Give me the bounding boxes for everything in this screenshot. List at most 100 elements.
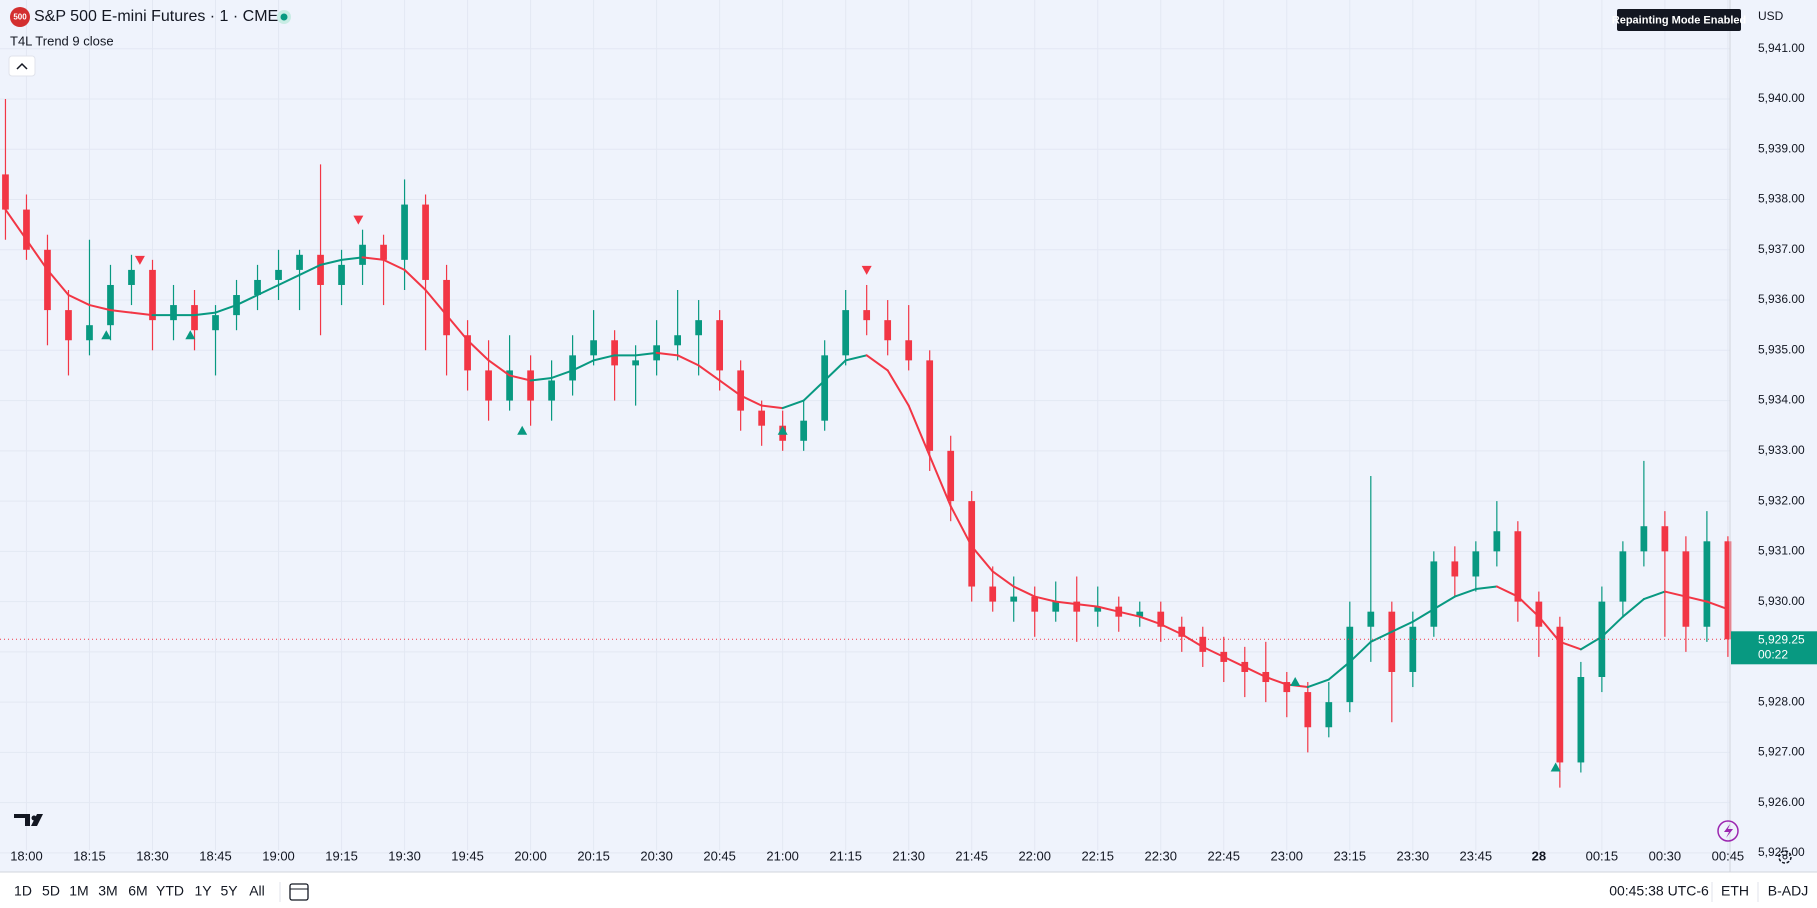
indicator-label[interactable]: T4L Trend 9 close: [10, 33, 114, 48]
y-tick-label: 5,935.00: [1758, 342, 1805, 356]
candle-body: [317, 254, 324, 285]
candle-body: [485, 370, 492, 401]
date-range-button[interactable]: [289, 883, 309, 901]
y-tick-label: 5,928.00: [1758, 694, 1805, 708]
candle-body: [674, 335, 681, 346]
candle-body: [506, 370, 513, 401]
candle-body: [590, 340, 597, 356]
trend-line: [1369, 630, 1393, 643]
candle-body: [863, 310, 871, 321]
trend-line: [1600, 615, 1624, 638]
trend-line: [403, 268, 427, 291]
candle-body: [1682, 551, 1690, 627]
trend-line: [802, 379, 826, 402]
candle-body: [1388, 611, 1396, 672]
candle-body: [947, 450, 955, 502]
trend-line: [235, 294, 259, 307]
range-button[interactable]: 1D: [14, 883, 32, 899]
y-tick-label: 5,932.00: [1758, 493, 1805, 507]
range-button[interactable]: 5D: [42, 883, 60, 899]
candle-body: [842, 310, 850, 356]
clock[interactable]: 00:45:38 UTC-6: [1609, 883, 1709, 899]
grid: [0, 0, 1730, 854]
trend-line: [466, 339, 490, 362]
range-button[interactable]: 1M: [69, 883, 88, 899]
trend-line: [340, 256, 364, 261]
trend-line: [361, 256, 385, 261]
candle-body: [359, 244, 366, 265]
settings-button[interactable]: [1778, 850, 1792, 864]
x-tick-label: 18:45: [199, 848, 232, 863]
range-button[interactable]: All: [249, 883, 265, 899]
trend-line: [109, 309, 133, 314]
trend-line: [1558, 640, 1582, 651]
x-tick-label: 20:15: [577, 848, 610, 863]
candle-body: [149, 269, 156, 321]
trend-line: [1684, 595, 1708, 603]
range-button[interactable]: 5Y: [220, 883, 238, 899]
trend-line: [1579, 635, 1603, 651]
x-tick-label: 00:30: [1649, 848, 1682, 863]
candle-body: [1199, 636, 1207, 652]
trend-line: [823, 359, 847, 382]
range-button[interactable]: YTD: [156, 883, 184, 899]
signal-marker: [134, 255, 145, 265]
chevron-icon: [16, 62, 28, 70]
trend-line: [1327, 660, 1351, 681]
trend-line: [193, 311, 217, 317]
x-tick-label: 18:00: [10, 848, 43, 863]
trend-line: [634, 351, 658, 357]
trend-line: [382, 258, 406, 271]
symbol-title[interactable]: S&P 500 E-mini Futures · 1 · CME: [34, 8, 278, 25]
trend-line: [1243, 665, 1267, 679]
trend-line: [88, 304, 112, 312]
candle-body: [632, 360, 639, 366]
session[interactable]: ETH: [1721, 883, 1749, 899]
signal-marker: [101, 330, 112, 340]
candle-body: [2, 174, 9, 210]
candle-body: [443, 279, 450, 336]
candle-body: [86, 325, 93, 341]
currency[interactable]: USD: [1758, 9, 1784, 23]
candle-body: [1178, 626, 1186, 637]
trend-line: [991, 570, 1015, 588]
y-tick-label: 5,936.00: [1758, 292, 1805, 306]
notice-text: Repainting Mode Enabled: [1612, 14, 1746, 26]
trend-line: [592, 354, 616, 362]
trend-line: [1642, 590, 1666, 601]
x-tick-label: 20:00: [514, 848, 547, 863]
collapse-button[interactable]: [8, 55, 36, 77]
y-tick-label: 5,940.00: [1758, 91, 1805, 105]
trend-line: [907, 404, 931, 457]
trend-line: [928, 454, 952, 508]
lightning-icon: [1724, 824, 1733, 838]
candle-body: [884, 320, 892, 341]
candle-body: [1430, 561, 1438, 627]
range-buttons: 1D 5D 1M 3M 6M YTD 1Y 5Y All: [14, 883, 265, 899]
candle-body: [968, 501, 976, 587]
range-button[interactable]: 6M: [128, 883, 147, 899]
x-tick-label: 23:00: [1271, 848, 1304, 863]
x-tick-label: 19:15: [325, 848, 358, 863]
trend-line: [4, 208, 28, 241]
trend-line: [1222, 655, 1246, 668]
candle-body: [338, 264, 345, 285]
x-tick-label: 22:45: [1207, 848, 1240, 863]
trend-line: [277, 273, 301, 286]
x-tick-label: 19:00: [262, 848, 295, 863]
candle-body: [296, 254, 303, 270]
trend-line: [781, 399, 805, 410]
candle-body: [23, 209, 30, 250]
lightning-button[interactable]: [1717, 820, 1739, 842]
candle-body: [695, 320, 702, 336]
trend-line: [949, 505, 973, 548]
range-button[interactable]: 1Y: [194, 883, 212, 899]
candle-body: [569, 355, 576, 381]
trend-line: [445, 314, 469, 342]
adjustment[interactable]: B-ADJ: [1768, 883, 1808, 899]
x-tick-label: 18:30: [136, 848, 169, 863]
range-button[interactable]: 3M: [98, 883, 117, 899]
candle-body: [422, 204, 429, 280]
trend-line: [319, 258, 343, 266]
trend-line: [1663, 590, 1687, 598]
